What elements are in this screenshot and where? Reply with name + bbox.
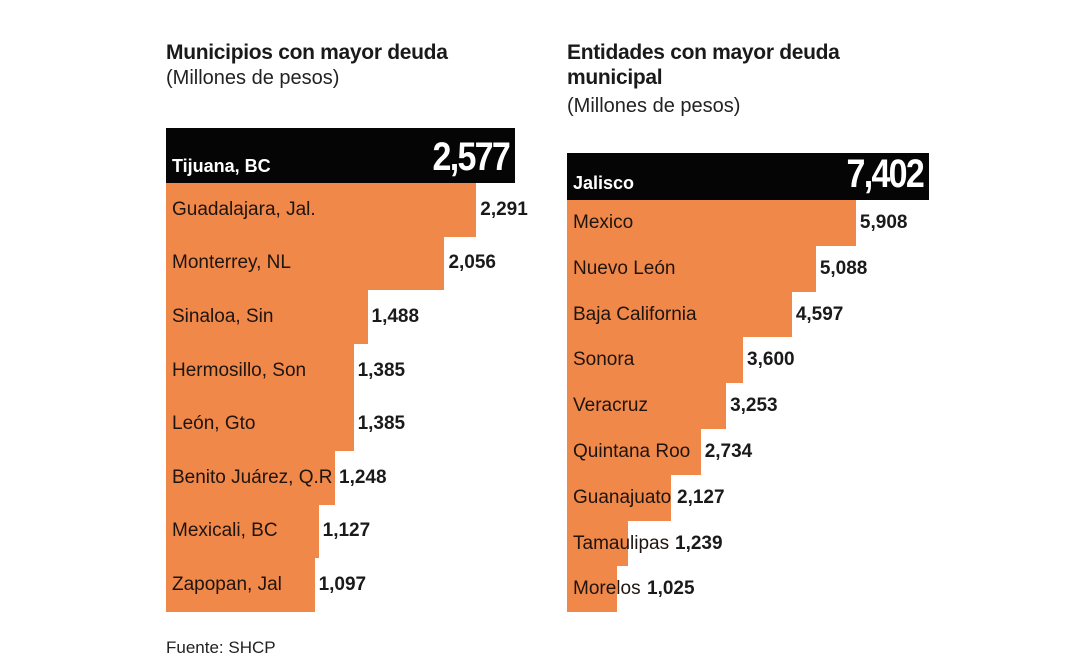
- bar-value: 1,248: [339, 466, 387, 488]
- bar-value: 4,597: [795, 303, 844, 325]
- bar-value: 1,127: [322, 520, 371, 542]
- bar-label: Mexicali, BC: [172, 520, 278, 542]
- bar-label: Monterrey, NL: [172, 252, 291, 274]
- chart-1-subtitle: (Millones de pesos): [166, 67, 340, 89]
- bar-value: 1,025: [647, 578, 695, 600]
- chart-1-bars: Tijuana, BC 2,577 Guadalajara, Jal. 2,291 Mo…: [166, 128, 546, 612]
- chart-2-subtitle: (Millones de pesos): [567, 95, 741, 117]
- bar-value: 5,908: [859, 211, 908, 233]
- bar-label: Nuevo León: [573, 257, 676, 279]
- bar-value: 3,253: [730, 395, 778, 417]
- bar-value: 7,402: [846, 152, 924, 196]
- bar-label: Mexico: [573, 211, 634, 233]
- bar-label: Tamaulipas: [573, 532, 670, 554]
- bar: [567, 245, 816, 292]
- bar: [166, 397, 354, 451]
- bar-value: 5,088: [819, 257, 868, 279]
- bar-value: 2,291: [480, 198, 528, 220]
- bar-value: 3,600: [747, 349, 795, 371]
- chart-2-title: Entidades con mayor deuda municipal: [567, 41, 840, 89]
- bar-label: Quintana Roo: [573, 440, 691, 462]
- bar: [567, 566, 618, 613]
- bar-label: Morelos: [573, 578, 641, 600]
- bar: [166, 343, 354, 398]
- bar: [567, 200, 856, 246]
- bar: [567, 520, 628, 567]
- chart-2-bars: Jalisco 7,402 Mexico 5,908 Nuevo León 5,088 Ba…: [567, 152, 967, 613]
- top-bar: [166, 128, 515, 183]
- source-note: Fuente: SHCP: [166, 638, 276, 657]
- bar: [567, 291, 792, 338]
- bar-label: Tijuana, BC: [172, 156, 271, 176]
- bar-label: Sonora: [573, 349, 635, 371]
- bar-value: 1,488: [371, 306, 420, 327]
- bar: [166, 451, 335, 505]
- bar: [166, 504, 319, 559]
- bar-value: 2,056: [448, 252, 496, 274]
- bar: [166, 558, 315, 612]
- bar: [567, 383, 727, 429]
- bar-value: 2,734: [704, 440, 753, 462]
- top-bar: [567, 153, 929, 200]
- bar-label: Sinaloa, Sin: [172, 306, 274, 327]
- bar-label: Zapopan, Jal: [172, 574, 282, 595]
- bar: [567, 429, 701, 475]
- chart-1-title: Municipios con mayor deuda: [166, 41, 448, 64]
- bar: [567, 337, 744, 384]
- bar: [166, 290, 368, 344]
- bar-label: Guadalajara, Jal.: [172, 198, 316, 220]
- bar: [166, 183, 477, 237]
- bar-label: Baja California: [573, 303, 697, 325]
- bar-label: Benito Juárez, Q.R: [172, 466, 333, 488]
- bar: [166, 236, 445, 291]
- bar-value: 2,577: [432, 135, 510, 179]
- bar-label: Hermosillo, Son: [172, 359, 307, 381]
- bar-value: 1,385: [357, 359, 406, 381]
- bar: [567, 474, 672, 521]
- bar-label: Guanajuato: [573, 486, 672, 508]
- bar-value: 1,097: [318, 574, 367, 595]
- bar-label: León, Gto: [172, 413, 256, 435]
- bar-value: 2,127: [677, 486, 725, 508]
- bar-value: 1,239: [675, 532, 723, 554]
- bar-label: Jalisco: [573, 173, 635, 193]
- bar-label: Veracruz: [573, 395, 648, 417]
- bar-value: 1,385: [357, 413, 406, 435]
